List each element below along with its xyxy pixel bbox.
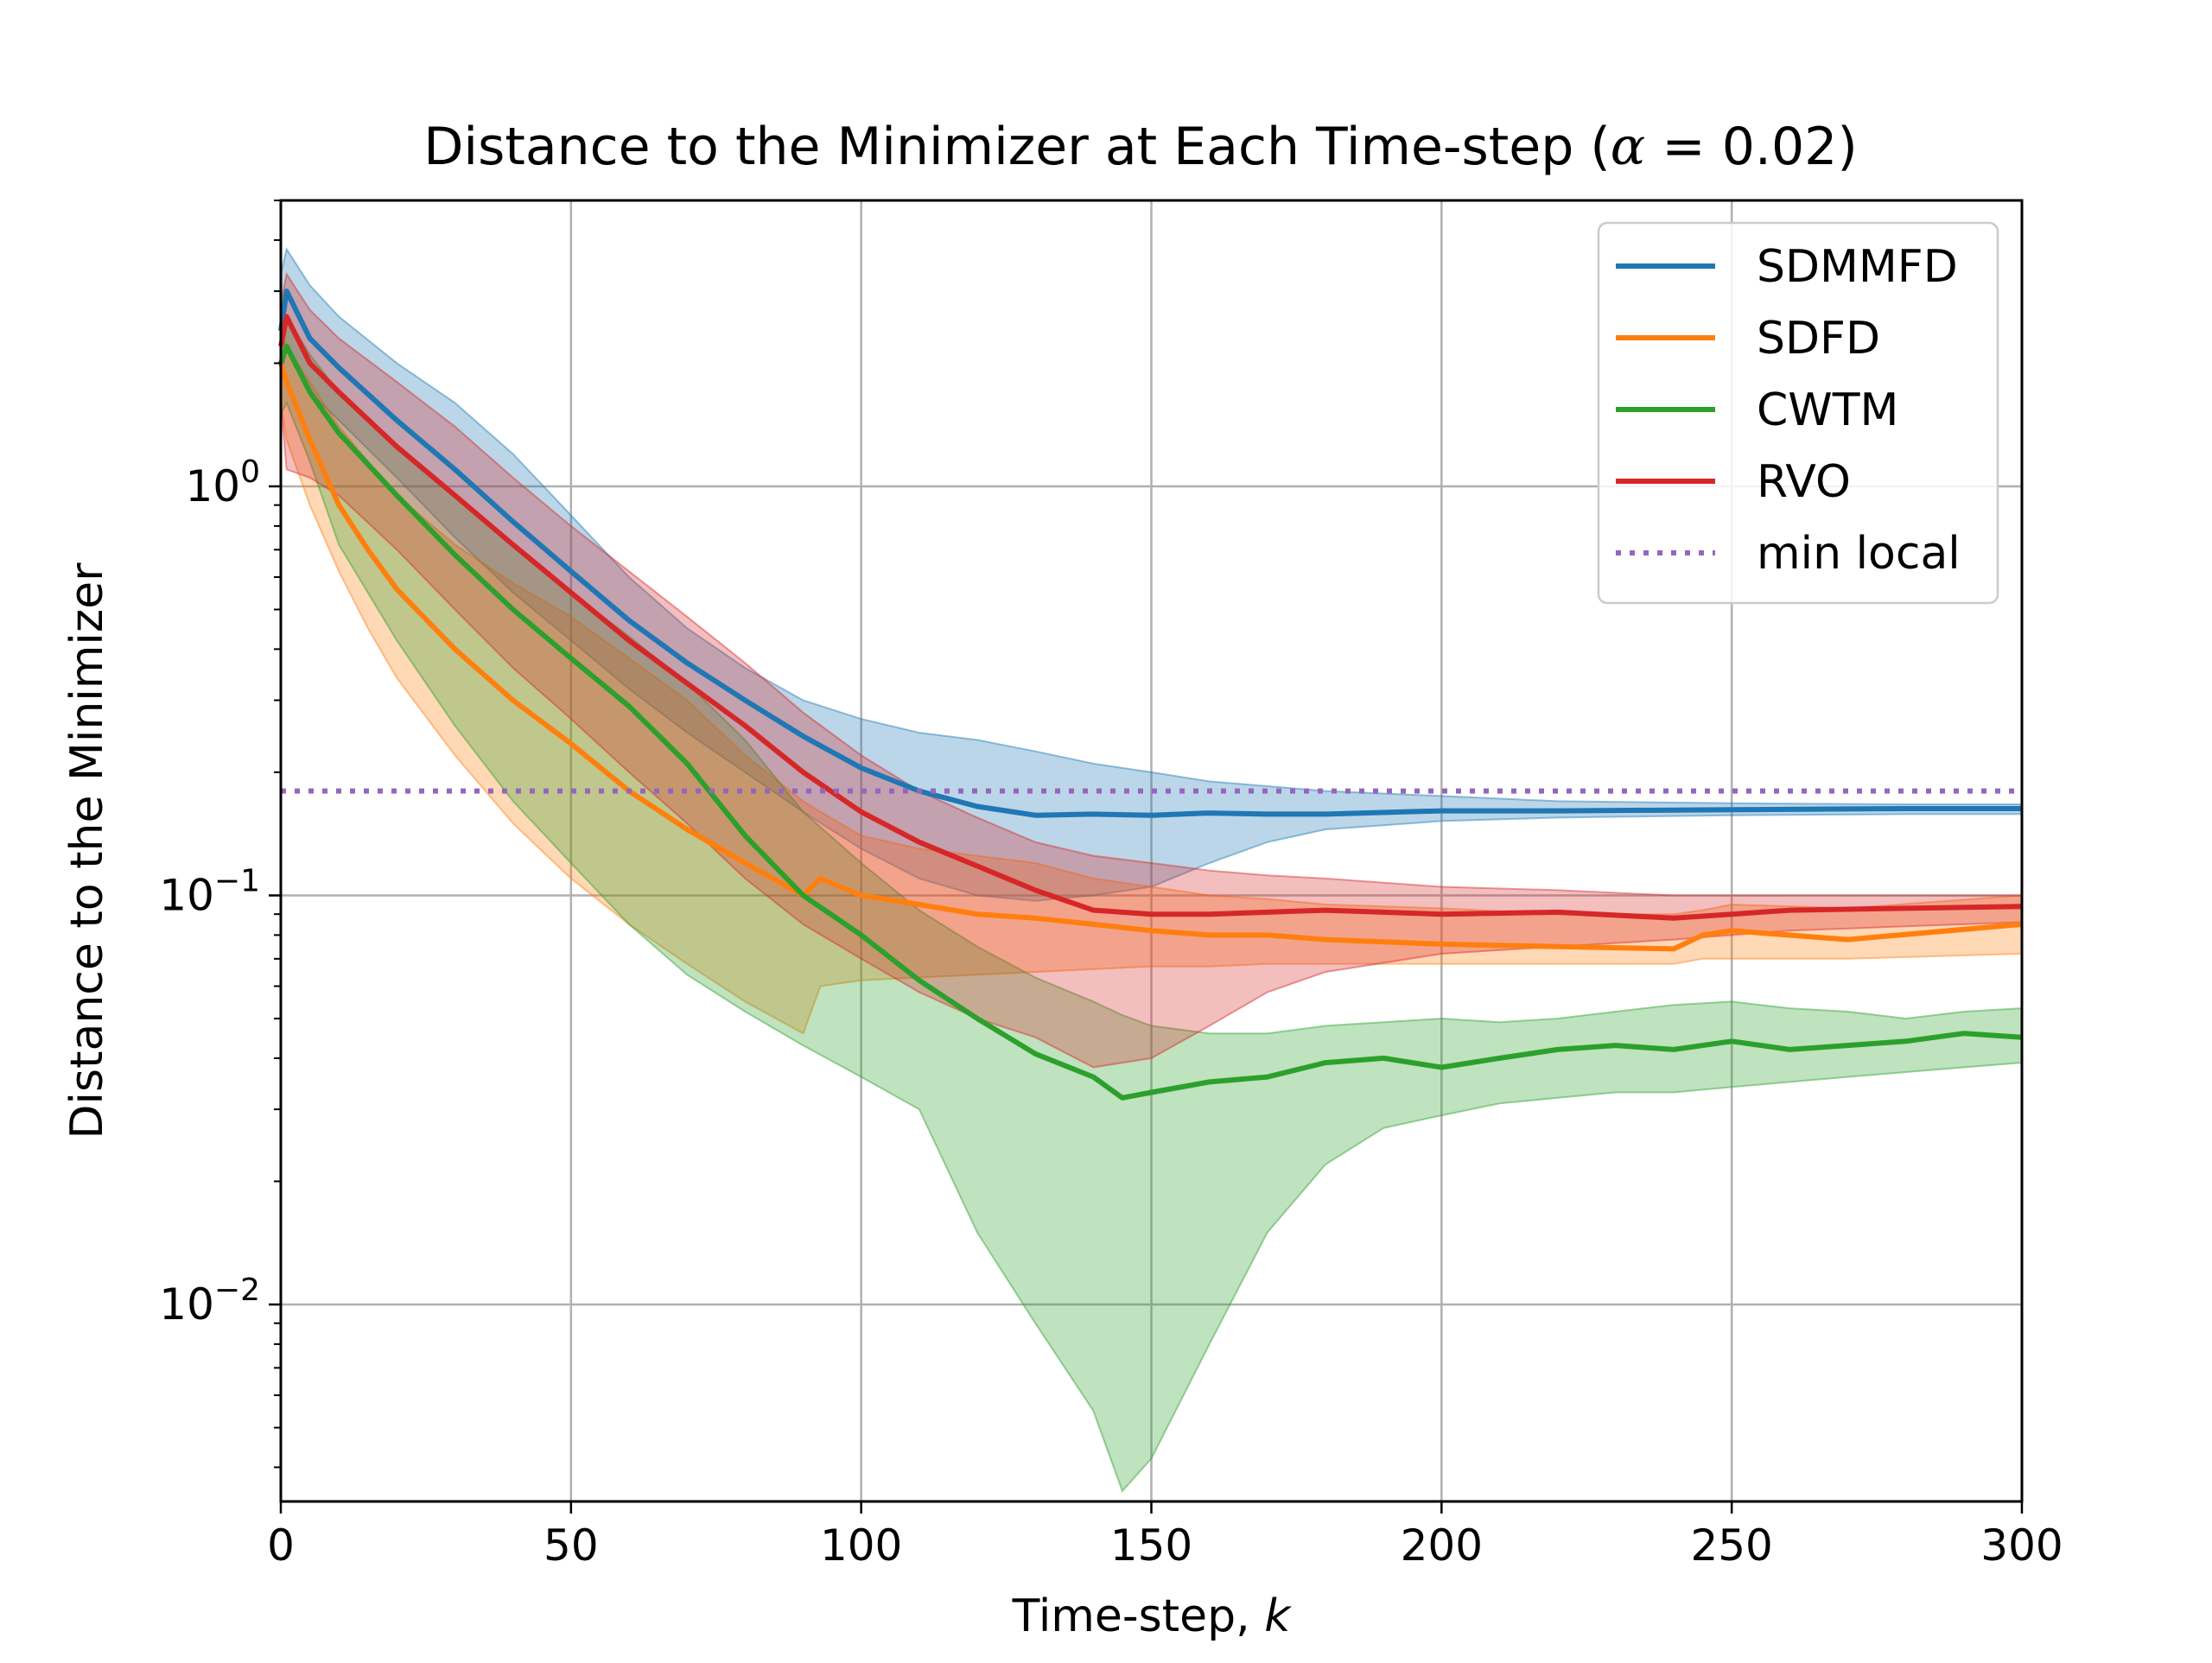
y-tick-label: 10−2 xyxy=(159,1273,260,1330)
legend-label: SDMMFD xyxy=(1757,241,1958,293)
x-tick-label: 250 xyxy=(1690,1520,1772,1571)
chart-title: Distance to the Minimizer at Each Time-s… xyxy=(423,117,1858,177)
legend-label: CWTM xyxy=(1757,384,1898,436)
x-tick-label: 150 xyxy=(1110,1520,1192,1571)
line-cwtm xyxy=(278,343,2023,1101)
y-tick-label: 100 xyxy=(185,454,260,511)
line-sdmmfd xyxy=(278,289,2022,818)
x-tick-label: 200 xyxy=(1401,1520,1483,1571)
y-tick-label: 10−1 xyxy=(159,863,260,920)
x-tick-label: 50 xyxy=(543,1520,599,1571)
legend: SDMMFD SDFD CWTM RVO min local xyxy=(1597,221,1999,605)
x-axis-label: Time-step, k xyxy=(1012,1590,1293,1642)
axis-ticks: 0 50 100 150 200 250 300 100 10−1 10−2 xyxy=(159,200,2063,1571)
x-tick-label: 0 xyxy=(267,1520,295,1571)
x-tick-label: 100 xyxy=(820,1520,902,1571)
legend-label: RVO xyxy=(1757,456,1851,508)
legend-label: SDFD xyxy=(1757,313,1880,365)
line-rvo xyxy=(278,314,2023,921)
series-lines xyxy=(278,289,2023,1101)
x-tick-label: 300 xyxy=(1980,1520,2063,1571)
line-sdfd xyxy=(278,362,2023,952)
legend-box xyxy=(1597,221,1999,605)
legend-label: min local xyxy=(1757,528,1961,580)
y-axis-label: Distance to the Minimizer xyxy=(61,562,113,1139)
